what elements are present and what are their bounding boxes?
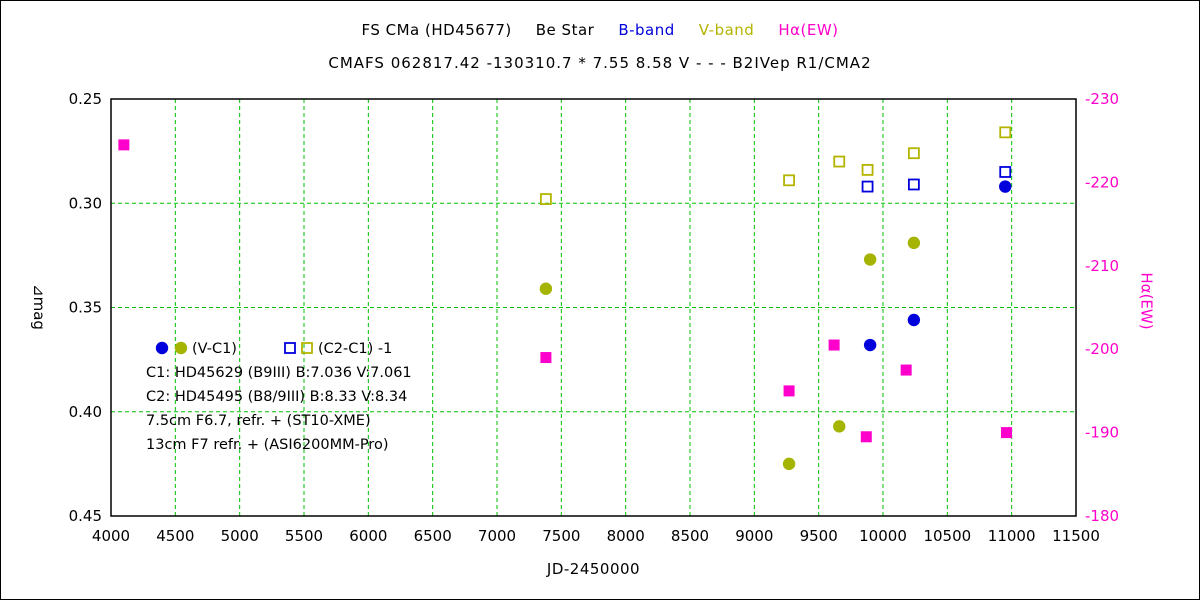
x-tick-label: 9000 [735, 527, 773, 545]
data-point [999, 180, 1012, 193]
title-star-name: FS CMa (HD45677) [361, 21, 512, 39]
data-point [539, 193, 552, 205]
series-b-band-v-c1 [863, 180, 1012, 352]
data-point [783, 385, 795, 397]
y-axis-label-right: Hα(EW) [1137, 272, 1156, 330]
legend-c2c1-label: (C2-C1) -1 [318, 341, 392, 357]
y-right-tick-label: -210 [1085, 257, 1119, 275]
legend-marker-b-open-square [284, 342, 296, 354]
title-star-type: Be Star [535, 21, 595, 39]
legend: (V-C1) (C2-C1) -1 C1: HD45629 (B9III) B:7.… [146, 341, 412, 453]
y-axis-label-left: ⊿mag [29, 284, 48, 330]
title-b-band-label: B-band [618, 21, 675, 39]
data-point [900, 364, 912, 376]
series-b-band-c2-c1 [861, 166, 1012, 193]
data-point [118, 139, 130, 151]
data-point [999, 166, 1012, 178]
legend-marker-v-open-square [301, 342, 313, 354]
data-point [863, 253, 877, 266]
x-tick-label: 8000 [607, 527, 645, 545]
x-tick-label: 8500 [671, 527, 709, 545]
x-tick-label: 7000 [478, 527, 516, 545]
data-point [540, 352, 552, 364]
data-point [863, 338, 877, 352]
x-tick-label: 4500 [156, 527, 194, 545]
series-v-band-v-c1 [539, 236, 921, 471]
data-point [860, 431, 872, 443]
data-point [861, 180, 874, 193]
y-right-tick-label: -230 [1085, 90, 1119, 108]
x-tick-label: 6500 [414, 527, 452, 545]
y-right-tick-label: -180 [1085, 507, 1119, 525]
y-left-tick-label: 0.30 [69, 194, 102, 212]
data-point [907, 236, 921, 250]
y-left-tick-label: 0.40 [69, 403, 102, 421]
x-tick-label: 10500 [923, 527, 971, 545]
x-tick-label: 6000 [349, 527, 387, 545]
data-point [861, 163, 874, 176]
data-point [907, 147, 920, 160]
legend-line: C2: HD45495 (B8/9III) B:8.33 V:8.34 [146, 389, 407, 405]
data-point [907, 313, 921, 327]
legend-vc1-label: (V-C1) [192, 341, 237, 357]
x-axis-label: JD-2450000 [546, 560, 641, 578]
legend-marker-v-filled-circle [174, 341, 188, 355]
data-point [828, 339, 840, 351]
legend-marker-b-filled-circle [155, 341, 169, 355]
x-tick-label: 7500 [542, 527, 580, 545]
x-tick-label: 5000 [221, 527, 259, 545]
chart-title: FS CMa (HD45677) Be Star B-band V-band H… [1, 21, 1199, 39]
y-right-tick-label: -200 [1085, 340, 1119, 358]
x-tick-label: 10000 [859, 527, 907, 545]
y-right-tick-label: -220 [1085, 173, 1119, 191]
legend-line: 13cm F7 refr. + (ASI6200MM-Pro) [146, 437, 388, 453]
data-point [999, 126, 1012, 139]
chart-subtitle: CMAFS 062817.42 -130310.7 * 7.55 8.58 V … [328, 54, 872, 72]
y-right-tick-labels: -230 -220 -210 -200 -190 -180 [1085, 90, 1119, 525]
legend-line: 7.5cm F6.7, refr. + (ST10-XME) [146, 413, 371, 429]
y-left-tick-labels: 0.25 0.30 0.35 0.40 0.45 [69, 90, 102, 525]
data-point [833, 155, 846, 168]
x-tick-label: 4000 [92, 527, 130, 545]
y-left-tick-label: 0.35 [69, 299, 102, 317]
data-point [539, 282, 553, 295]
title-halpha-label: Hα(EW) [778, 21, 839, 39]
x-tick-labels: 4000 4500 5000 5500 6000 6500 7000 7500 8000 8500… [92, 527, 1100, 545]
data-point [907, 178, 920, 191]
x-tick-label: 11500 [1052, 527, 1100, 545]
data-point [783, 174, 795, 187]
y-right-tick-label: -190 [1085, 424, 1119, 442]
title-v-band-label: V-band [698, 21, 755, 39]
x-tick-label: 11000 [988, 527, 1036, 545]
series-halpha-ew [118, 139, 1013, 443]
x-tick-label: 9500 [800, 527, 838, 545]
y-left-tick-label: 0.25 [69, 90, 102, 108]
y-left-tick-label: 0.45 [69, 507, 102, 525]
data-point [833, 420, 846, 433]
data-point [782, 457, 796, 471]
legend-line: C1: HD45629 (B9III) B:7.036 V:7.061 [146, 365, 412, 381]
series-v-band-c2-c1 [539, 126, 1012, 205]
gridlines [111, 99, 1076, 516]
plot-border [110, 98, 1077, 517]
data-point [1001, 427, 1013, 439]
x-tick-label: 5500 [285, 527, 323, 545]
